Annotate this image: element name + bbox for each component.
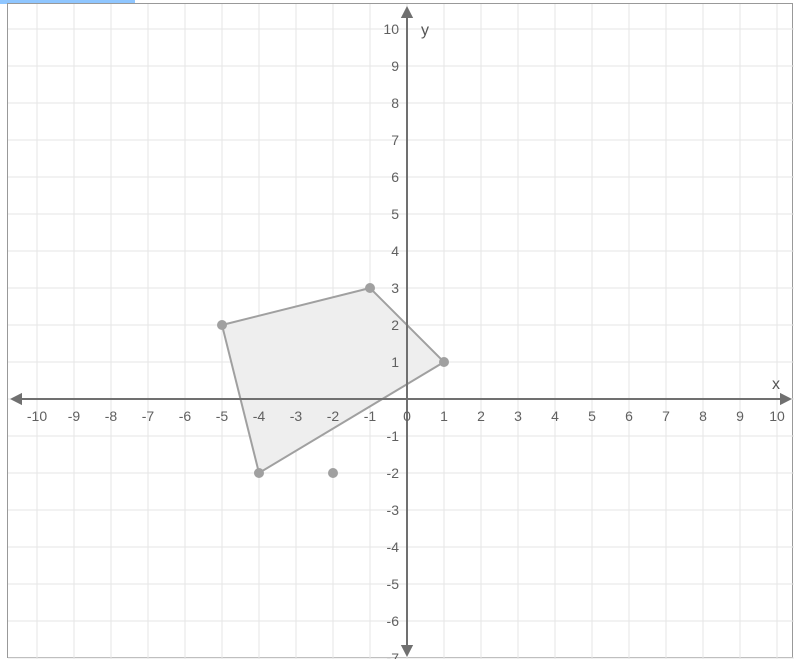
x-tick-label: -9 (68, 408, 81, 424)
y-tick-label: 8 (391, 95, 399, 111)
x-tick-label: -8 (105, 408, 118, 424)
y-tick-label: 9 (391, 58, 399, 74)
x-axis-label: x (772, 376, 780, 393)
plotted-point (217, 320, 227, 330)
x-tick-label: -2 (327, 408, 340, 424)
y-tick-label: 2 (391, 317, 399, 333)
axis-arrow (401, 6, 413, 18)
x-tick-label: 9 (736, 408, 744, 424)
x-tick-label: -4 (253, 408, 266, 424)
y-tick-label: 3 (391, 280, 399, 296)
x-tick-label: 4 (551, 408, 559, 424)
x-tick-label: -7 (142, 408, 155, 424)
y-tick-label: -6 (387, 613, 400, 629)
plotted-point (365, 283, 375, 293)
y-tick-label: -3 (387, 502, 400, 518)
x-tick-label: 1 (440, 408, 448, 424)
x-tick-label: 2 (477, 408, 485, 424)
x-tick-label: 6 (625, 408, 633, 424)
axis-arrow (780, 393, 792, 405)
axis-arrow (10, 393, 22, 405)
x-tick-label: 5 (588, 408, 596, 424)
x-tick-label: -6 (179, 408, 192, 424)
plotted-point (328, 468, 338, 478)
y-tick-label: -4 (387, 539, 400, 555)
axis-arrow (401, 645, 413, 657)
x-tick-label: -10 (27, 408, 47, 424)
coordinate-plane-svg: -10-9-8-7-6-5-4-3-2-10123456789101098765… (8, 4, 794, 659)
y-tick-label: 4 (391, 243, 399, 259)
x-tick-label: 0 (403, 408, 411, 424)
y-tick-label: 10 (383, 21, 399, 37)
x-tick-label: -3 (290, 408, 303, 424)
coordinate-plane: -10-9-8-7-6-5-4-3-2-10123456789101098765… (7, 3, 793, 658)
y-tick-label: -2 (387, 465, 400, 481)
y-tick-label: -7 (387, 650, 400, 659)
plotted-point (439, 357, 449, 367)
x-tick-label: 8 (699, 408, 707, 424)
y-tick-label: -5 (387, 576, 400, 592)
y-tick-label: 6 (391, 169, 399, 185)
y-tick-label: 7 (391, 132, 399, 148)
y-tick-label: -1 (387, 428, 400, 444)
x-tick-label: 10 (769, 408, 785, 424)
x-tick-label: -5 (216, 408, 229, 424)
y-axis-label: y (421, 22, 429, 39)
y-tick-label: 1 (391, 354, 399, 370)
x-tick-label: -1 (364, 408, 377, 424)
x-tick-label: 7 (662, 408, 670, 424)
plotted-point (254, 468, 264, 478)
y-tick-label: 5 (391, 206, 399, 222)
x-tick-label: 3 (514, 408, 522, 424)
